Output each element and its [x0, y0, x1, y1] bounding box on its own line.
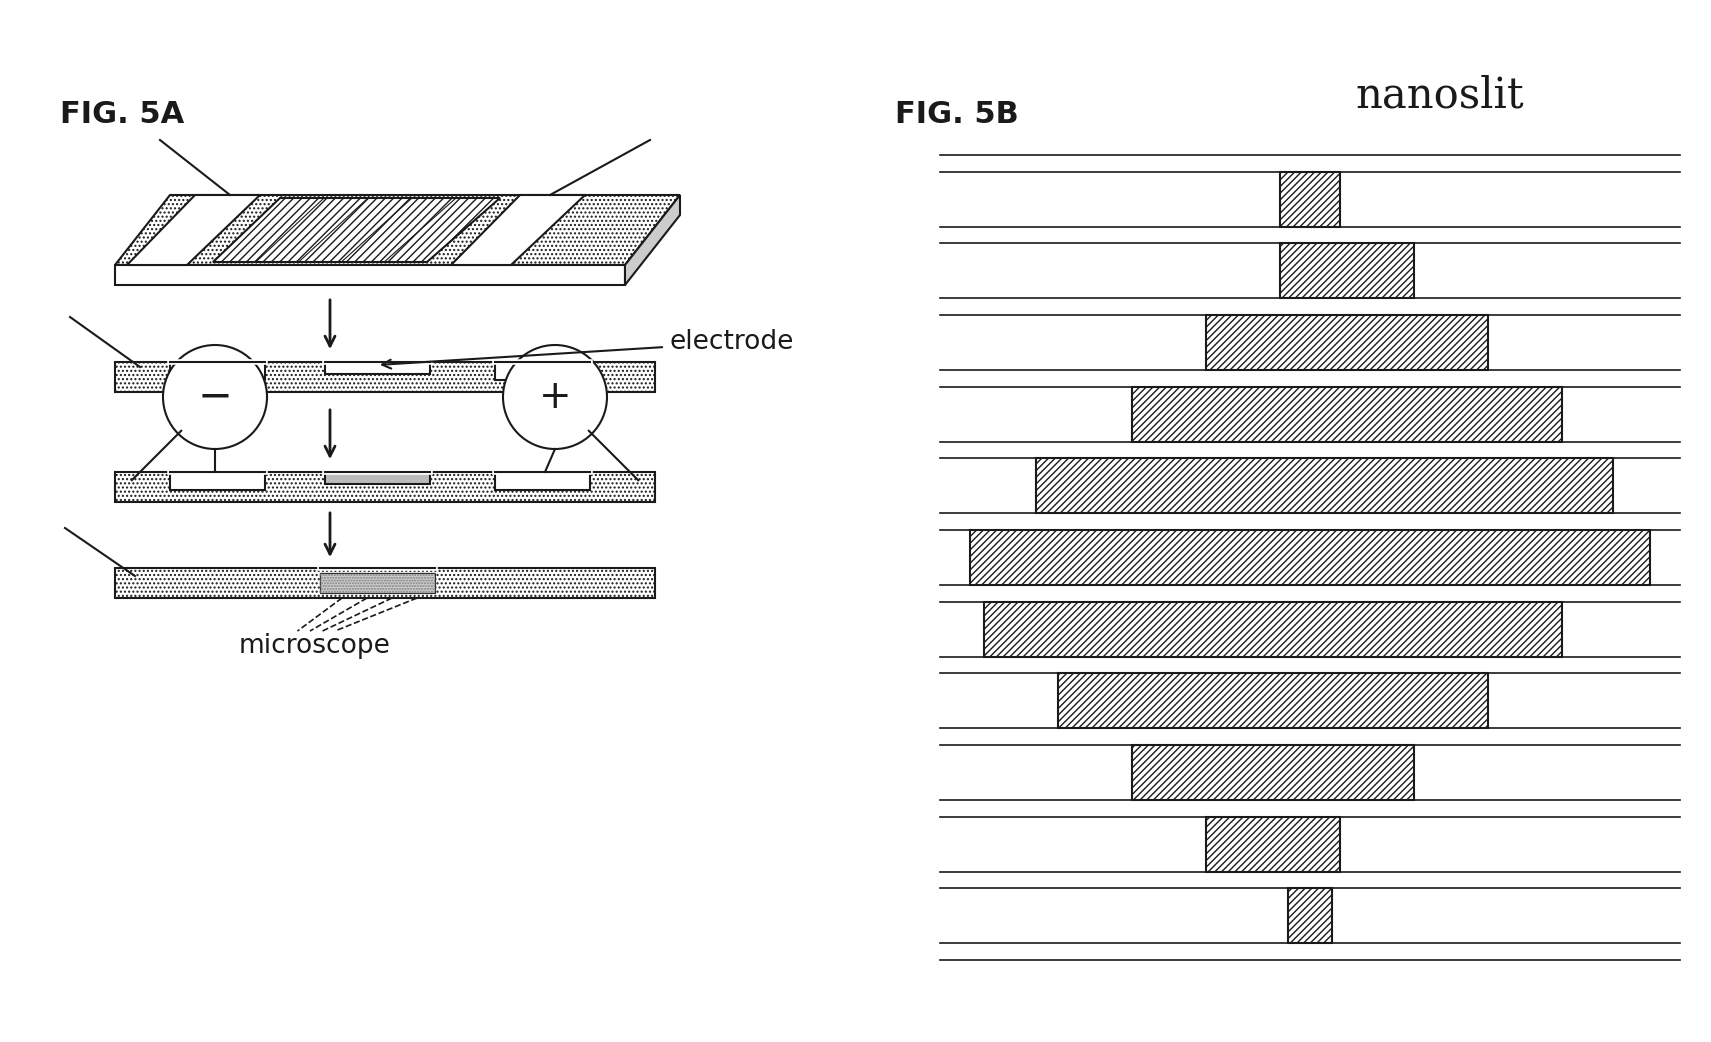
- Bar: [325, 472, 429, 483]
- Bar: [494, 362, 590, 380]
- Bar: [320, 573, 435, 593]
- Polygon shape: [939, 387, 1680, 442]
- Polygon shape: [939, 673, 1680, 728]
- Text: +: +: [539, 378, 571, 416]
- Bar: [115, 472, 655, 502]
- Text: microscope: microscope: [240, 632, 390, 659]
- Polygon shape: [127, 195, 260, 265]
- Bar: [320, 573, 435, 593]
- Polygon shape: [939, 458, 1680, 514]
- Circle shape: [503, 345, 607, 449]
- Polygon shape: [939, 172, 1680, 227]
- Polygon shape: [1206, 315, 1487, 370]
- Polygon shape: [939, 817, 1680, 872]
- Polygon shape: [939, 243, 1680, 298]
- Text: electrode: electrode: [671, 329, 794, 355]
- Bar: [169, 472, 265, 490]
- Bar: [494, 472, 590, 490]
- Polygon shape: [115, 265, 625, 286]
- Polygon shape: [939, 745, 1680, 800]
- Polygon shape: [452, 195, 585, 265]
- Polygon shape: [115, 195, 679, 265]
- Text: nanoslit: nanoslit: [1355, 75, 1525, 117]
- Polygon shape: [1206, 817, 1340, 872]
- Polygon shape: [1059, 673, 1487, 728]
- Bar: [169, 362, 265, 380]
- Text: FIG. 5B: FIG. 5B: [895, 100, 1018, 129]
- Text: −: −: [197, 376, 233, 418]
- Bar: [325, 362, 429, 374]
- Text: FIG. 5A: FIG. 5A: [60, 100, 185, 129]
- Polygon shape: [1037, 458, 1613, 514]
- Bar: [115, 568, 655, 598]
- Polygon shape: [625, 195, 679, 286]
- Polygon shape: [939, 601, 1680, 656]
- Bar: [115, 362, 655, 392]
- Polygon shape: [1280, 172, 1340, 227]
- Bar: [115, 362, 655, 392]
- Polygon shape: [1280, 243, 1413, 298]
- Circle shape: [163, 345, 267, 449]
- Polygon shape: [212, 198, 500, 262]
- Polygon shape: [1133, 387, 1562, 442]
- Polygon shape: [939, 315, 1680, 370]
- Polygon shape: [1133, 745, 1413, 800]
- Polygon shape: [939, 530, 1680, 585]
- Polygon shape: [1288, 889, 1333, 943]
- Bar: [115, 472, 655, 502]
- Polygon shape: [939, 889, 1680, 943]
- Polygon shape: [984, 601, 1562, 656]
- Bar: [115, 568, 655, 598]
- Polygon shape: [970, 530, 1651, 585]
